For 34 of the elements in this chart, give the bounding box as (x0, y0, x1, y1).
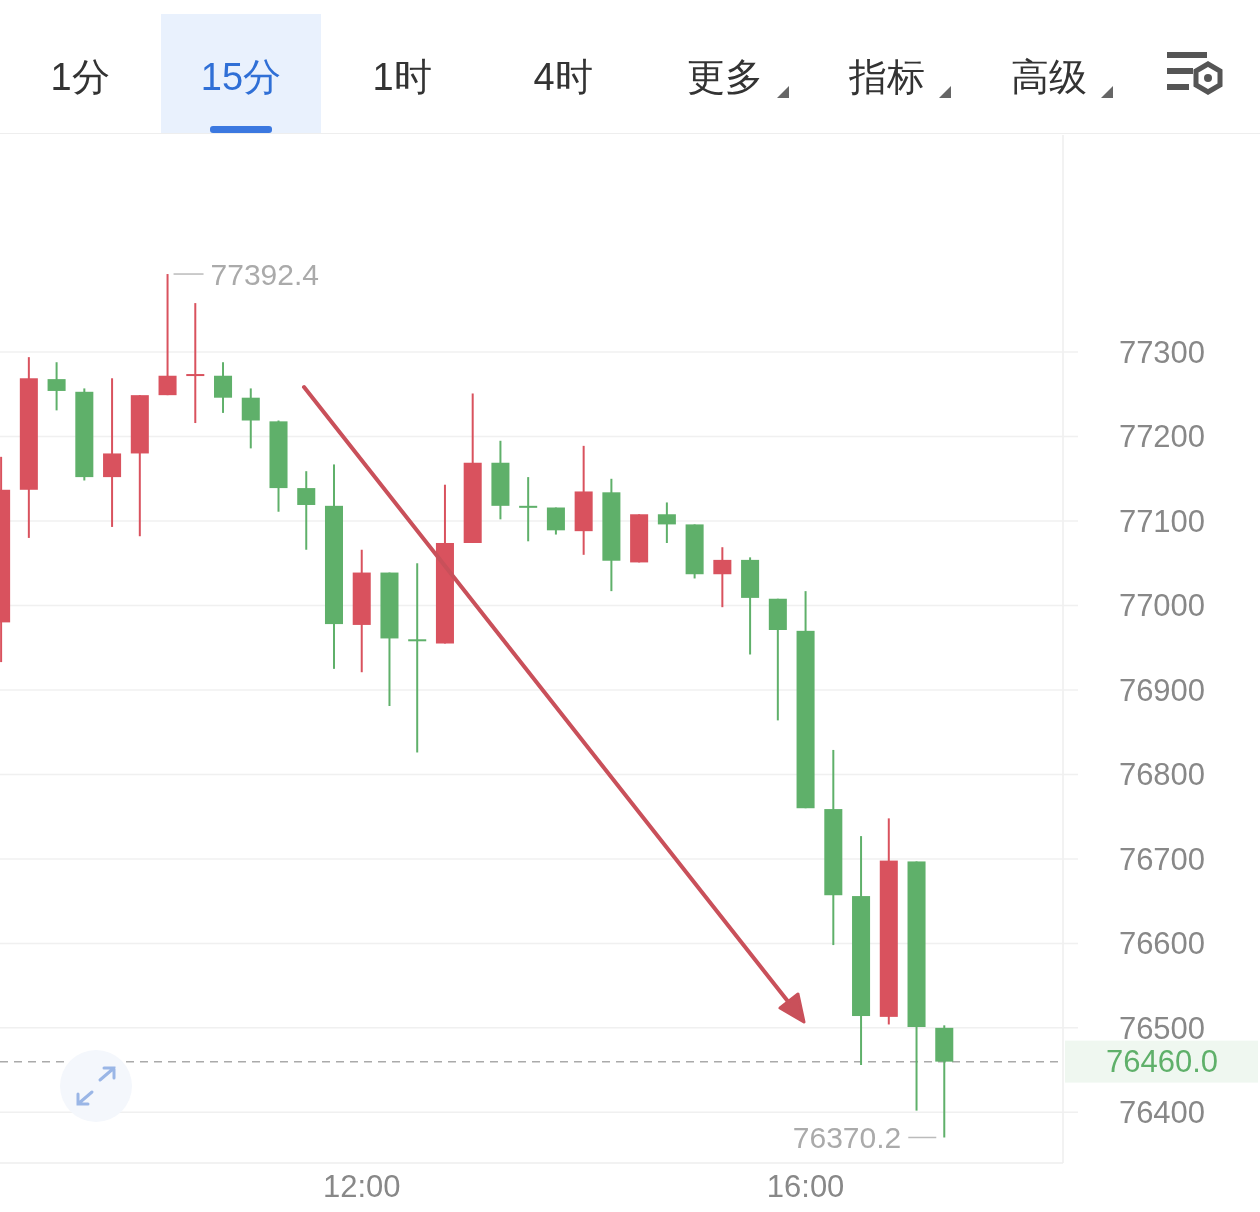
candlestick (657, 501, 676, 544)
text: 1分 (50, 56, 110, 98)
y-tick-label: 76900 (1118, 672, 1206, 708)
text: 15分 (200, 56, 282, 98)
candlestick (519, 476, 538, 543)
x-tick-label: 16:00 (766, 1169, 845, 1204)
y-tick-label: 76600 (1118, 926, 1206, 962)
text: 高级 (1011, 56, 1087, 98)
candlestick (408, 562, 427, 754)
text: 4时 (533, 56, 593, 98)
y-tick-label: 77200 (1118, 419, 1206, 455)
candlestick (214, 361, 233, 414)
text: 1时 (372, 56, 432, 98)
candlestick (713, 546, 732, 609)
y-tick-label: 76700 (1118, 841, 1206, 877)
candlestick (158, 273, 177, 397)
y-tick-label: 76800 (1118, 757, 1206, 793)
y-tick-label: 77300 (1118, 334, 1206, 370)
annotation: 76370.2 (792, 1120, 902, 1154)
candlestick (546, 506, 565, 536)
annotation: 77392.4 (210, 257, 319, 291)
y-tick-label: 76500 (1118, 1010, 1206, 1046)
candlestick (241, 387, 260, 450)
candlestick (297, 470, 316, 551)
y-tick-label: 77100 (1118, 503, 1206, 539)
candlestick (103, 377, 122, 528)
ref-line-label: 76460.0 (1105, 1044, 1219, 1080)
y-tick-label: 76400 (1118, 1095, 1206, 1131)
y-tick-label: 77000 (1118, 588, 1206, 624)
candlestick (47, 361, 66, 412)
x-tick-label: 12:00 (322, 1169, 401, 1204)
candlestick (186, 302, 205, 425)
text: 指标 (848, 56, 925, 98)
text: 更多 (687, 56, 763, 98)
